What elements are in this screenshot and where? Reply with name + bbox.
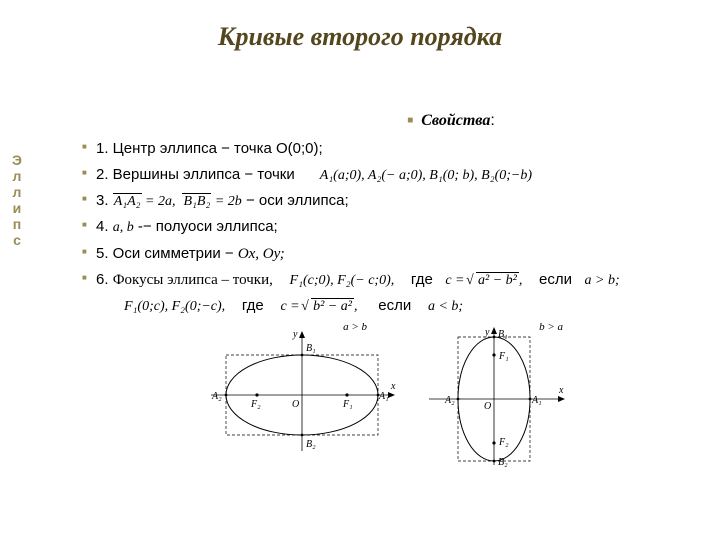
foci-line-2: F₁(0;с), F₂(0;−с), где c = b² − a², если…	[96, 292, 690, 319]
svg-text:A₁: A₁	[378, 391, 389, 402]
list-item: 6. Фокусы эллипса – точки, F₁(с;0), F₂(−…	[82, 267, 690, 321]
list-item: 2. Вершины эллипса − точки A₁(a;0), A₂(−…	[82, 162, 690, 188]
svg-text:y: y	[292, 329, 298, 340]
svg-text:O: O	[484, 401, 491, 412]
properties-header: ■Свойства:	[82, 112, 690, 130]
svg-text:B₁: B₁	[498, 329, 508, 340]
svg-text:x: x	[558, 385, 564, 396]
diagrams-row: a > b A₁A₂B₁B₂F₁F₂Oxy b > a A₁A₂B₁B₂F₁F₂…	[82, 325, 690, 467]
svg-text:y: y	[484, 327, 490, 338]
ellipse-diagram-wide: a > b A₁A₂B₁B₂F₁F₂Oxy	[203, 325, 401, 467]
svg-text:A₂: A₂	[444, 395, 455, 406]
svg-text:A₂: A₂	[211, 391, 222, 402]
svg-text:F₂: F₂	[250, 399, 261, 410]
properties-list: 1. Центр эллипса − точка О(0;0); 2. Верш…	[82, 136, 690, 321]
svg-text:A₁: A₁	[531, 395, 542, 406]
ellipse-diagram-tall: b > a A₁A₂B₁B₂F₁F₂Oxy	[419, 325, 569, 467]
svg-text:B₂: B₂	[498, 457, 508, 467]
list-item: 4. a, b -− полуоси эллипса;	[82, 214, 690, 240]
list-item: 1. Центр эллипса − точка О(0;0);	[82, 136, 690, 162]
svg-text:B₂: B₂	[306, 439, 316, 450]
svg-text:F₂: F₂	[498, 437, 509, 448]
page-title: Кривые второго порядка	[0, 0, 720, 52]
svg-text:F₁: F₁	[342, 399, 353, 410]
sidebar-ellipse-label: Эллипс	[12, 152, 22, 249]
list-item: 3. A₁A₂ = 2a, B₁B₂ = 2b − оси эллипса;	[82, 188, 690, 214]
content: ■Свойства: 1. Центр эллипса − точка О(0;…	[82, 112, 690, 467]
list-item: 5. Оси симметрии − Ох, Оу;	[82, 241, 690, 268]
svg-text:B₁: B₁	[306, 343, 316, 354]
svg-text:x: x	[390, 381, 396, 392]
svg-text:F₁: F₁	[498, 351, 509, 362]
svg-text:O: O	[292, 399, 299, 410]
